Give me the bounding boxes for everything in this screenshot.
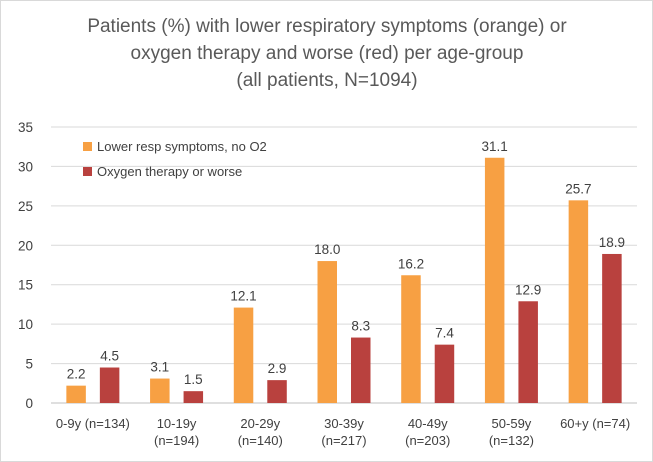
x-category-label: (n=203) bbox=[405, 433, 450, 448]
data-label: 31.1 bbox=[482, 139, 508, 154]
bar-oxygen bbox=[351, 337, 371, 403]
gridlines bbox=[51, 126, 637, 404]
y-tick-label: 10 bbox=[18, 317, 33, 332]
bar-oxygen bbox=[602, 253, 622, 403]
x-category-label: 0-9y (n=134) bbox=[56, 416, 130, 431]
y-tick-label: 20 bbox=[18, 238, 33, 253]
chart-title-line-2: oxygen therapy and worse (red) per age-g… bbox=[131, 43, 524, 64]
bars bbox=[66, 157, 622, 403]
data-label: 12.1 bbox=[230, 289, 256, 304]
x-category-label: 20-29y bbox=[240, 416, 280, 431]
x-category-label: (n=140) bbox=[238, 433, 283, 448]
x-category-label: (n=194) bbox=[154, 433, 199, 448]
bar-lower-resp bbox=[401, 275, 421, 403]
bar-lower-resp bbox=[568, 200, 589, 403]
y-tick-label: 25 bbox=[18, 199, 33, 214]
bar-lower-resp bbox=[317, 261, 337, 403]
legend-swatch-oxygen bbox=[83, 167, 92, 176]
data-label: 2.2 bbox=[67, 367, 86, 382]
data-label: 8.3 bbox=[351, 319, 370, 334]
legend-label-lower-resp: Lower resp symptoms, no O2 bbox=[97, 139, 267, 154]
data-label: 18.9 bbox=[599, 235, 625, 250]
x-category-label: 40-49y bbox=[408, 416, 448, 431]
bar-oxygen bbox=[434, 344, 455, 403]
x-category-label: 50-59y bbox=[492, 416, 532, 431]
chart-title: Patients (%) with lower respiratory symp… bbox=[87, 16, 567, 91]
x-category-label: 60+y (n=74) bbox=[560, 416, 630, 431]
data-label: 4.5 bbox=[100, 349, 119, 364]
x-category-label: 10-19y bbox=[157, 416, 197, 431]
data-label: 3.1 bbox=[150, 360, 169, 375]
data-label: 2.9 bbox=[268, 361, 287, 376]
data-label: 7.4 bbox=[435, 326, 454, 341]
y-tick-label: 30 bbox=[18, 159, 33, 174]
data-labels: 2.2 4.5 3.1 1.5 12.1 2.9 18.0 8.3 16.2 7.4 31.1 12.… bbox=[67, 139, 625, 387]
bar-lower-resp bbox=[484, 157, 505, 403]
data-label: 1.5 bbox=[184, 372, 203, 387]
y-tick-label: 0 bbox=[25, 396, 33, 411]
x-category-label: 30-39y bbox=[324, 416, 364, 431]
chart-title-line-1: Patients (%) with lower respiratory symp… bbox=[87, 16, 567, 37]
legend: Lower resp symptoms, no O2 Oxygen therap… bbox=[83, 139, 267, 179]
y-tick-label: 15 bbox=[18, 278, 33, 293]
y-axis-ticks: 0 5 10 15 20 25 30 35 bbox=[18, 120, 33, 411]
data-label: 16.2 bbox=[398, 256, 424, 271]
data-label: 18.0 bbox=[314, 242, 340, 257]
data-label: 12.9 bbox=[515, 282, 541, 297]
x-category-label: (n=217) bbox=[321, 433, 366, 448]
bar-oxygen bbox=[518, 301, 538, 403]
bar-lower-resp bbox=[150, 378, 170, 403]
bar-oxygen bbox=[99, 367, 120, 403]
x-category-label: (n=132) bbox=[489, 433, 534, 448]
y-tick-label: 5 bbox=[25, 357, 33, 372]
bar-oxygen bbox=[267, 380, 287, 403]
bar-lower-resp bbox=[66, 385, 86, 403]
chart-title-line-3: (all patients, N=1094) bbox=[236, 70, 417, 91]
y-tick-label: 35 bbox=[18, 120, 33, 135]
legend-swatch-lower-resp bbox=[83, 142, 92, 151]
legend-label-oxygen: Oxygen therapy or worse bbox=[97, 164, 242, 179]
bar-lower-resp bbox=[233, 307, 254, 403]
x-axis-categories: 0-9y (n=134) 10-19y (n=194) 20-29y (n=140) 30… bbox=[56, 416, 630, 448]
bar-oxygen bbox=[183, 391, 204, 403]
data-label: 25.7 bbox=[565, 181, 591, 196]
